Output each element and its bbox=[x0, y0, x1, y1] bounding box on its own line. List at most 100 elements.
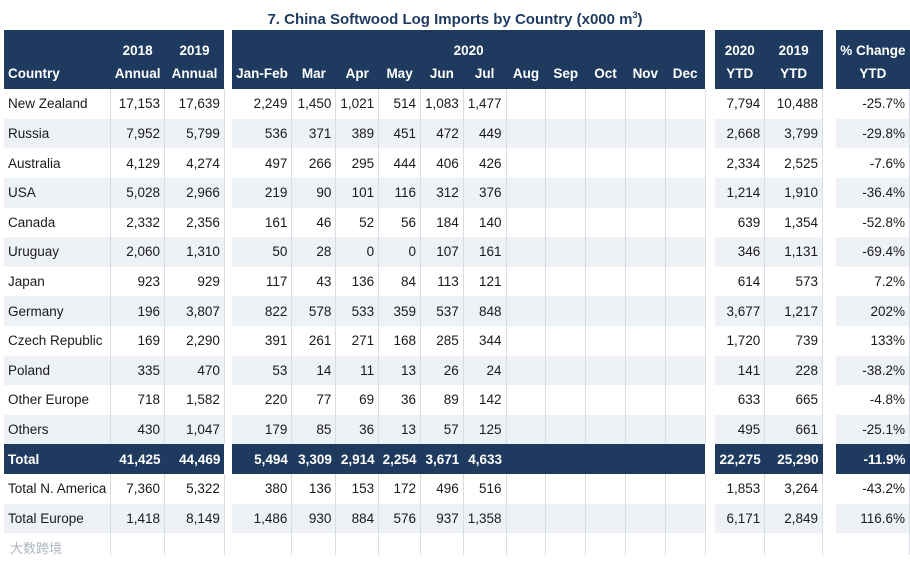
aug-cell bbox=[506, 266, 547, 297]
nov-cell bbox=[625, 118, 666, 149]
apr-cell: 389 bbox=[335, 118, 380, 149]
annual-2018-cell: 5,028 bbox=[110, 177, 166, 208]
apr-cell: 69 bbox=[335, 385, 380, 415]
ytd-2019-cell: 228 bbox=[764, 355, 824, 386]
annual-2019-cell: 929 bbox=[164, 266, 225, 297]
may-cell: 56 bbox=[378, 207, 421, 238]
ytd-2020-cell: 1,853 bbox=[714, 473, 766, 504]
nov-cell bbox=[625, 444, 666, 474]
dec-cell bbox=[665, 237, 706, 267]
apr-cell: 52 bbox=[335, 207, 380, 238]
pct-change-cell: -25.7% bbox=[836, 89, 910, 119]
oct-cell bbox=[585, 414, 626, 445]
annual-2018-cell: 196 bbox=[110, 296, 166, 326]
oct-cell bbox=[585, 266, 626, 297]
aug-cell bbox=[506, 444, 546, 474]
subtotal-row: Total N. America 7,360 5,322 380 136 153 172 49… bbox=[4, 473, 910, 504]
dec-cell bbox=[665, 266, 706, 297]
may-cell: 451 bbox=[378, 118, 421, 149]
annual-2019-cell: 4,274 bbox=[164, 148, 225, 178]
ytd-2019-cell: 3,264 bbox=[764, 473, 824, 504]
ytd-2020-cell: 2,334 bbox=[714, 148, 766, 178]
sep-cell bbox=[545, 325, 587, 356]
jan-feb-cell: 179 bbox=[232, 414, 293, 445]
jun-cell: 3,671 bbox=[420, 444, 464, 474]
header-annual-2018: Annual bbox=[110, 59, 165, 90]
annual-2019-cell: 1,047 bbox=[164, 414, 225, 445]
annual-2019-cell: 2,290 bbox=[164, 325, 225, 356]
country-cell: Poland bbox=[4, 355, 112, 386]
aug-cell bbox=[506, 414, 547, 445]
dec-cell bbox=[665, 89, 706, 119]
header-month: Oct bbox=[585, 59, 626, 90]
ytd-2019-cell: 10,488 bbox=[764, 89, 824, 119]
aug-cell bbox=[506, 325, 547, 356]
header-country: Country bbox=[4, 59, 111, 90]
dec-cell bbox=[665, 414, 706, 445]
table-row: Canada 2,332 2,356 161 46 52 56 184 140 639 1,354-… bbox=[4, 207, 910, 238]
oct-cell bbox=[585, 148, 626, 178]
header-ytd-label: YTD bbox=[764, 59, 823, 90]
mar-cell: 77 bbox=[291, 385, 337, 415]
table-row: Russia 7,952 5,799 536 371 389 451 472 449 2,668 3… bbox=[4, 118, 910, 149]
imports-table: 2018 2019 2020 2020 2019 % Change Countr… bbox=[4, 30, 910, 556]
annual-2018-cell: 169 bbox=[110, 325, 166, 356]
header-ytd-2020: 2020 bbox=[714, 30, 765, 60]
dec-cell bbox=[665, 444, 706, 474]
country-cell: Total Europe bbox=[4, 503, 112, 534]
header-month: Dec bbox=[665, 59, 706, 90]
aug-cell bbox=[506, 207, 547, 238]
country-cell: Total bbox=[4, 444, 111, 474]
table-row: Germany 196 3,807 822 578 533 359 537 848 3,677 1,… bbox=[4, 296, 910, 326]
jan-feb-cell: 822 bbox=[232, 296, 293, 326]
oct-cell bbox=[585, 503, 626, 534]
header-2020: 2020 bbox=[232, 30, 706, 60]
oct-cell bbox=[585, 325, 626, 356]
table-row: Australia 4,129 4,274 497 266 295 444 406 426 2,3… bbox=[4, 148, 910, 178]
table-row: Uruguay 2,060 1,310 50 28 0 0 107 161 346 1,131 -69… bbox=[4, 237, 910, 267]
aug-cell bbox=[506, 296, 547, 326]
pct-change-cell: -36.4% bbox=[836, 177, 910, 208]
annual-2019-cell: 1,310 bbox=[164, 237, 225, 267]
country-cell: Other Europe bbox=[4, 385, 112, 415]
header-month: Jun bbox=[420, 59, 464, 90]
jan-feb-cell: 497 bbox=[232, 148, 293, 178]
dec-cell bbox=[665, 355, 706, 386]
ytd-2020-cell: 495 bbox=[714, 414, 766, 445]
ytd-2019-cell: 661 bbox=[764, 414, 824, 445]
ytd-2020-cell: 2,668 bbox=[714, 118, 766, 149]
jul-cell: 344 bbox=[463, 325, 507, 356]
jul-cell: 376 bbox=[463, 177, 507, 208]
dec-cell bbox=[665, 325, 706, 356]
annual-2018-cell: 335 bbox=[110, 355, 166, 386]
header-annual-2019: Annual bbox=[164, 59, 225, 90]
oct-cell bbox=[585, 296, 626, 326]
oct-cell bbox=[585, 118, 626, 149]
header-pct-change: % Change bbox=[836, 30, 910, 60]
pct-change-cell: 116.6% bbox=[836, 503, 910, 534]
nov-cell bbox=[625, 177, 666, 208]
dec-cell bbox=[665, 296, 706, 326]
country-cell: Czech Republic bbox=[4, 325, 112, 356]
mar-cell: 261 bbox=[291, 325, 337, 356]
sep-cell bbox=[545, 385, 587, 415]
annual-2018-cell: 41,425 bbox=[110, 444, 165, 474]
dec-cell bbox=[665, 148, 706, 178]
country-cell: Australia bbox=[4, 148, 112, 178]
jul-cell: 449 bbox=[463, 118, 507, 149]
oct-cell bbox=[585, 355, 626, 386]
ytd-2019-cell: 1,131 bbox=[764, 237, 824, 267]
oct-cell bbox=[585, 385, 626, 415]
sep-cell bbox=[545, 207, 587, 238]
table-row: New Zealand 17,153 17,639 2,249 1,450 1,021 51… bbox=[4, 89, 910, 119]
country-cell: Total N. America bbox=[4, 473, 112, 504]
apr-cell: 11 bbox=[335, 355, 380, 386]
jan-feb-cell: 53 bbox=[232, 355, 293, 386]
annual-2019-cell: 2,356 bbox=[164, 207, 225, 238]
country-cell: Others bbox=[4, 414, 112, 445]
annual-2019-cell: 8,149 bbox=[164, 503, 225, 534]
annual-2019-cell: 1,582 bbox=[164, 385, 225, 415]
pct-change-cell: 133% bbox=[836, 325, 910, 356]
aug-cell bbox=[506, 473, 547, 504]
ytd-2020-cell: 1,214 bbox=[714, 177, 766, 208]
